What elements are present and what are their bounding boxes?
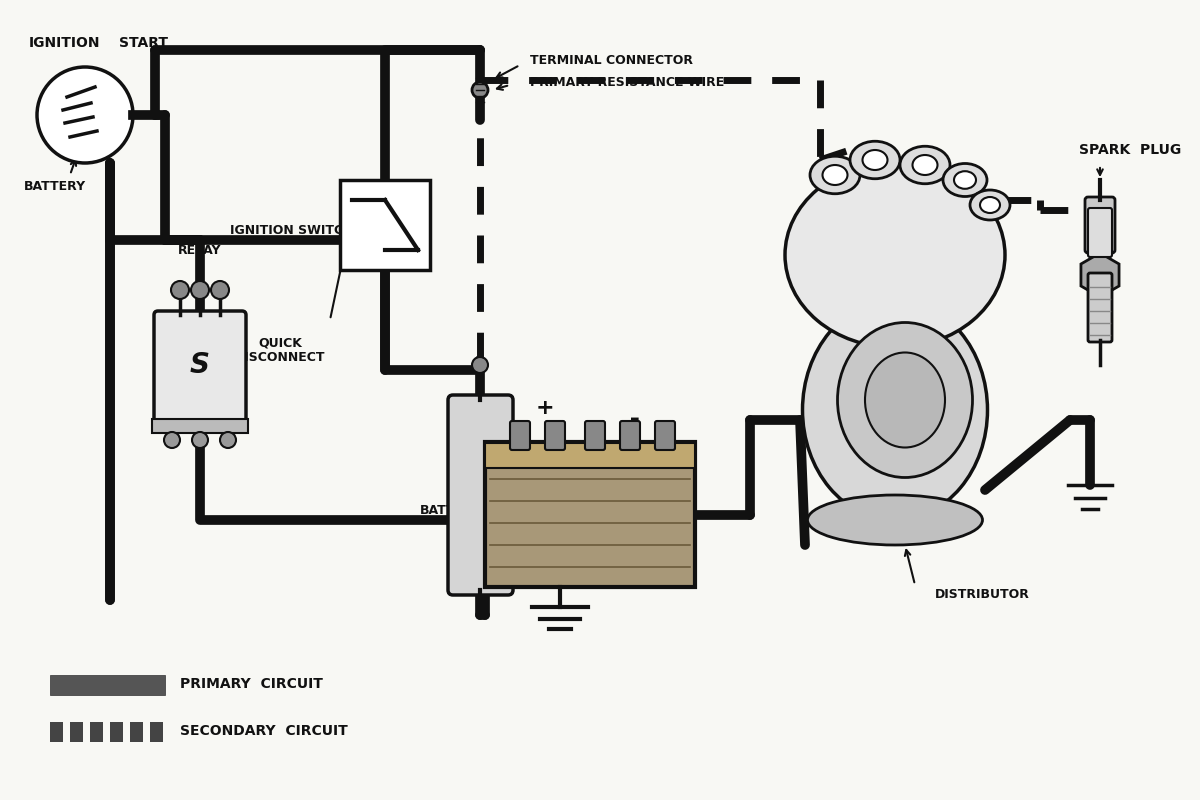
- Text: ← COIL: ← COIL: [540, 458, 587, 471]
- Circle shape: [37, 67, 133, 163]
- Text: S: S: [190, 351, 210, 379]
- Text: IGNITION: IGNITION: [29, 36, 101, 50]
- Circle shape: [472, 357, 488, 373]
- FancyBboxPatch shape: [1088, 273, 1112, 342]
- Bar: [130, 722, 143, 742]
- FancyBboxPatch shape: [154, 311, 246, 424]
- Circle shape: [172, 281, 190, 299]
- Ellipse shape: [810, 156, 860, 194]
- Text: IGNITION SWITCH: IGNITION SWITCH: [230, 223, 354, 237]
- Bar: [485, 443, 695, 468]
- Text: –: –: [630, 409, 640, 427]
- Bar: [340, 180, 430, 270]
- Ellipse shape: [980, 197, 1000, 213]
- Bar: [90, 722, 103, 742]
- Text: RELAY: RELAY: [179, 243, 222, 257]
- Circle shape: [220, 432, 236, 448]
- FancyBboxPatch shape: [510, 421, 530, 450]
- Ellipse shape: [808, 495, 983, 545]
- Ellipse shape: [912, 155, 937, 175]
- Bar: [50, 675, 166, 695]
- FancyBboxPatch shape: [620, 421, 640, 450]
- Ellipse shape: [865, 353, 946, 447]
- Text: START: START: [119, 36, 168, 50]
- Text: TERMINAL CONNECTOR: TERMINAL CONNECTOR: [530, 54, 694, 66]
- Circle shape: [192, 432, 208, 448]
- Ellipse shape: [970, 190, 1010, 220]
- Ellipse shape: [900, 146, 950, 184]
- FancyBboxPatch shape: [1088, 208, 1112, 257]
- Circle shape: [191, 281, 209, 299]
- Bar: [50, 722, 64, 742]
- FancyBboxPatch shape: [485, 442, 695, 587]
- FancyBboxPatch shape: [1085, 197, 1115, 253]
- Circle shape: [211, 281, 229, 299]
- Text: BATTERY: BATTERY: [420, 503, 482, 517]
- Ellipse shape: [803, 300, 988, 520]
- Ellipse shape: [943, 163, 986, 197]
- Circle shape: [164, 432, 180, 448]
- FancyBboxPatch shape: [448, 395, 514, 595]
- Text: PRIMARY RESISTANCE WIRE: PRIMARY RESISTANCE WIRE: [530, 75, 725, 89]
- FancyBboxPatch shape: [655, 421, 674, 450]
- Text: SPARK  PLUG: SPARK PLUG: [1079, 143, 1181, 157]
- Ellipse shape: [822, 165, 847, 185]
- Text: BATTERY: BATTERY: [24, 181, 86, 194]
- FancyBboxPatch shape: [586, 421, 605, 450]
- Ellipse shape: [954, 171, 976, 189]
- Text: DISTRIBUTOR: DISTRIBUTOR: [935, 589, 1030, 602]
- Text: SECONDARY  CIRCUIT: SECONDARY CIRCUIT: [180, 724, 348, 738]
- Text: QUICK
DISCONNECT: QUICK DISCONNECT: [235, 336, 325, 364]
- Ellipse shape: [850, 142, 900, 178]
- FancyBboxPatch shape: [545, 421, 565, 450]
- Text: +: +: [535, 398, 554, 418]
- Ellipse shape: [863, 150, 888, 170]
- Bar: [70, 722, 83, 742]
- Text: PRIMARY  CIRCUIT: PRIMARY CIRCUIT: [180, 677, 323, 691]
- Bar: [150, 722, 163, 742]
- Ellipse shape: [838, 322, 972, 478]
- Circle shape: [472, 82, 488, 98]
- Ellipse shape: [785, 162, 1006, 347]
- Bar: [152, 419, 248, 433]
- Bar: [110, 722, 124, 742]
